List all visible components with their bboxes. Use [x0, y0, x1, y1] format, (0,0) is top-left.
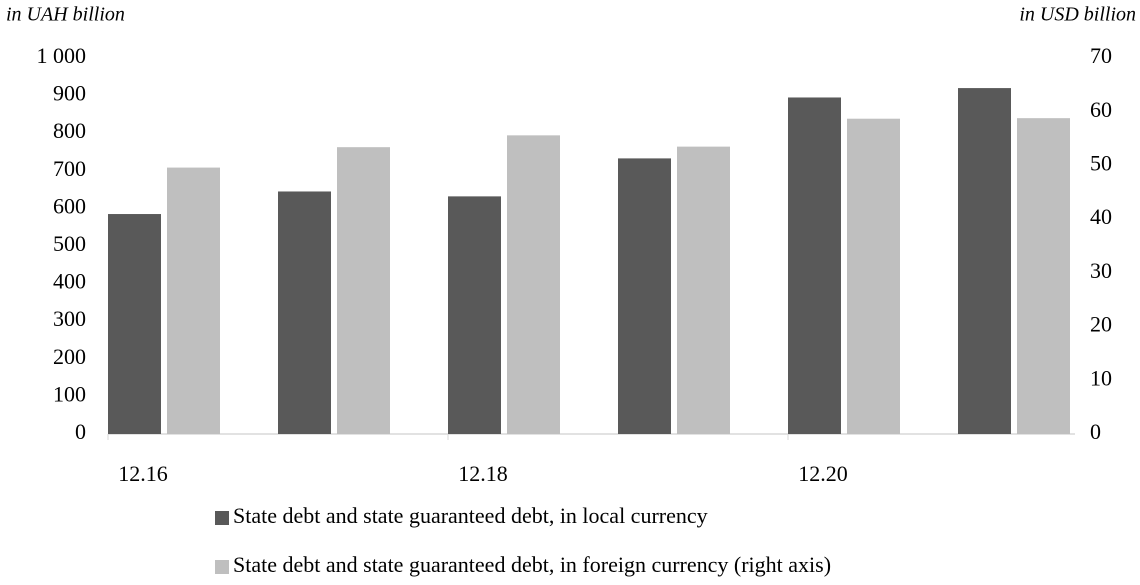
y2-tick-label: 70	[1090, 43, 1112, 68]
y-tick-label: 800	[53, 118, 86, 143]
bar	[677, 146, 730, 434]
y-tick-label: 700	[53, 156, 86, 181]
y-tick-label: 0	[75, 419, 86, 444]
legend-label: State debt and state guaranteed debt, in…	[233, 503, 708, 528]
y2-tick-label: 60	[1090, 97, 1112, 122]
bar	[448, 196, 501, 434]
y2-axis-label: in USD billion	[1019, 4, 1136, 26]
y-tick-label: 1 000	[37, 43, 87, 68]
x-tick-label: 12.20	[798, 461, 848, 486]
y-tick-label: 400	[53, 269, 86, 294]
legend-label: State debt and state guaranteed debt, in…	[233, 552, 831, 577]
y-tick-label: 200	[53, 344, 86, 369]
y2-tick-label: 10	[1090, 365, 1112, 390]
bar	[337, 147, 390, 434]
bar	[958, 88, 1011, 434]
y2-tick-label: 40	[1090, 204, 1112, 229]
y2-tick-label: 30	[1090, 258, 1112, 283]
y2-tick-label: 50	[1090, 150, 1112, 175]
bar	[167, 167, 220, 434]
bar	[108, 214, 161, 434]
y-tick-label: 900	[53, 81, 86, 106]
y2-tick-label: 20	[1090, 312, 1112, 337]
y-tick-label: 100	[53, 381, 86, 406]
x-tick-label: 12.18	[458, 461, 508, 486]
bar	[788, 97, 841, 434]
y-tick-label: 500	[53, 231, 86, 256]
bar	[1017, 118, 1070, 434]
legend-swatch	[215, 560, 229, 574]
x-tick-label: 12.16	[118, 461, 168, 486]
y-tick-label: 300	[53, 306, 86, 331]
bar	[507, 135, 560, 434]
legend-swatch	[215, 511, 229, 525]
y2-tick-label: 0	[1090, 419, 1101, 444]
bar	[847, 118, 900, 434]
bar	[618, 158, 671, 434]
y-axis-label: in UAH billion	[6, 4, 125, 26]
y-tick-label: 600	[53, 193, 86, 218]
bar	[278, 191, 331, 434]
